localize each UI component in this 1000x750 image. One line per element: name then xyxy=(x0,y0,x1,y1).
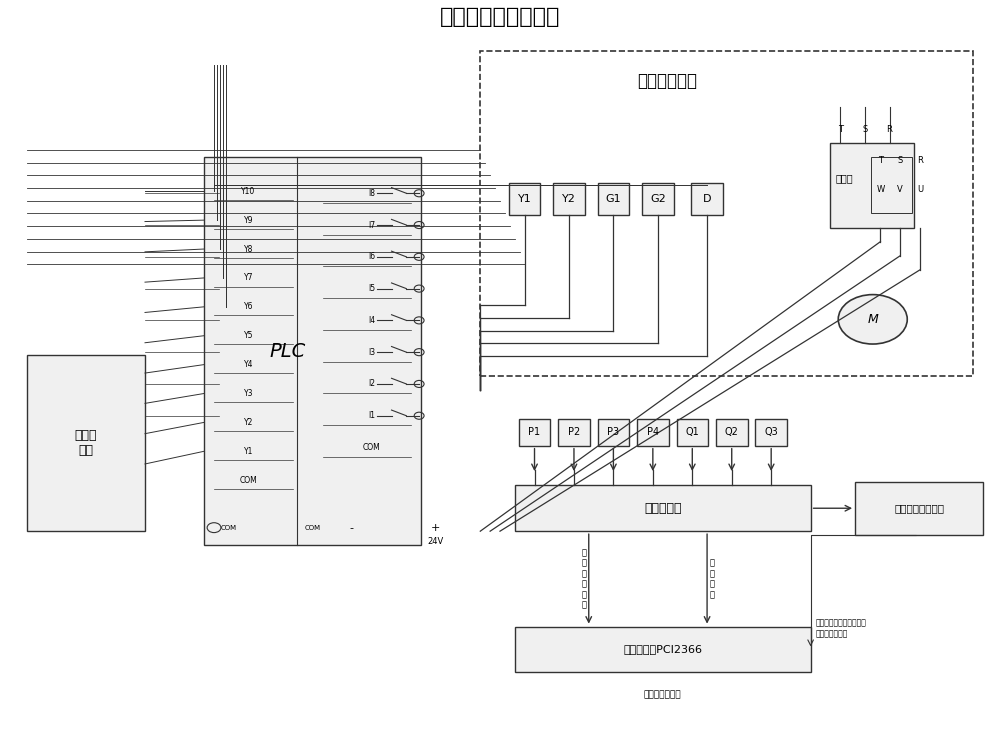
Title: 液压凿岩机测控系统: 液压凿岩机测控系统 xyxy=(440,7,560,27)
Bar xyxy=(204,157,421,545)
Text: D: D xyxy=(703,194,711,204)
Bar xyxy=(519,419,550,446)
Text: S: S xyxy=(898,156,903,165)
Bar xyxy=(691,183,723,215)
Text: 凿岩状态辨识系统: 凿岩状态辨识系统 xyxy=(894,503,944,513)
Text: COM: COM xyxy=(221,525,237,531)
Text: G1: G1 xyxy=(606,194,621,204)
Bar xyxy=(677,419,708,446)
Text: Y2: Y2 xyxy=(562,194,576,204)
Text: Y6: Y6 xyxy=(244,302,253,311)
Text: PLC: PLC xyxy=(269,341,306,361)
Text: COM: COM xyxy=(363,443,381,452)
Bar xyxy=(598,183,629,215)
Bar xyxy=(515,626,811,673)
Text: Y4: Y4 xyxy=(244,360,253,369)
Bar xyxy=(509,183,540,215)
Bar xyxy=(716,419,748,446)
Bar xyxy=(480,51,973,376)
Text: I2: I2 xyxy=(368,380,375,388)
Text: P3: P3 xyxy=(607,427,619,437)
Text: T: T xyxy=(878,156,883,165)
Text: 放大器
模块: 放大器 模块 xyxy=(75,429,97,457)
Text: P2: P2 xyxy=(568,427,580,437)
Text: 压力、流量数据: 压力、流量数据 xyxy=(644,690,682,699)
Circle shape xyxy=(838,295,907,344)
Text: -: - xyxy=(350,523,354,532)
Bar xyxy=(598,419,629,446)
Bar xyxy=(515,485,811,531)
Text: I1: I1 xyxy=(368,411,375,420)
Text: Y8: Y8 xyxy=(244,244,253,254)
Text: V: V xyxy=(897,185,903,194)
Text: S: S xyxy=(862,124,867,134)
Text: Q1: Q1 xyxy=(685,427,699,437)
Bar xyxy=(553,183,585,215)
Text: Y7: Y7 xyxy=(244,274,253,283)
Bar xyxy=(871,157,912,214)
Text: W: W xyxy=(876,185,885,194)
Bar xyxy=(558,419,590,446)
Text: Y9: Y9 xyxy=(244,216,253,225)
Text: I4: I4 xyxy=(368,316,375,325)
Text: I8: I8 xyxy=(368,189,375,198)
Text: T: T xyxy=(838,124,843,134)
Text: 变频器: 变频器 xyxy=(835,173,853,183)
Text: 凿岩控制回路: 凿岩控制回路 xyxy=(638,72,698,90)
Text: COM: COM xyxy=(304,525,320,531)
Text: Q2: Q2 xyxy=(725,427,739,437)
Bar xyxy=(755,419,787,446)
Text: 24V: 24V xyxy=(428,537,444,546)
Text: Y1: Y1 xyxy=(244,447,253,456)
Text: R: R xyxy=(917,156,923,165)
Bar xyxy=(855,482,983,535)
Text: Y3: Y3 xyxy=(244,389,253,398)
Text: 匹配凿岩工作状态，获得
压力、流量设置: 匹配凿岩工作状态，获得 压力、流量设置 xyxy=(816,619,866,638)
Text: 信号处理器: 信号处理器 xyxy=(644,502,681,515)
Text: Q3: Q3 xyxy=(764,427,778,437)
Text: I3: I3 xyxy=(368,348,375,357)
Text: P4: P4 xyxy=(647,427,659,437)
Text: Y5: Y5 xyxy=(244,332,253,340)
Text: I6: I6 xyxy=(368,252,375,261)
Text: U: U xyxy=(917,185,923,194)
Text: Y2: Y2 xyxy=(244,418,253,427)
Bar xyxy=(830,142,914,227)
Text: 模
拟
信
号
放
大: 模 拟 信 号 放 大 xyxy=(581,548,586,609)
Text: 脉
冲
计
数: 脉 冲 计 数 xyxy=(710,559,715,599)
Text: +: + xyxy=(431,523,441,532)
Bar xyxy=(642,183,674,215)
Text: COM: COM xyxy=(240,476,257,484)
Text: G2: G2 xyxy=(650,194,666,204)
Text: R: R xyxy=(887,124,892,134)
Text: I5: I5 xyxy=(368,284,375,293)
Text: Y1: Y1 xyxy=(518,194,532,204)
Bar xyxy=(27,355,145,531)
Text: M: M xyxy=(867,313,878,326)
Text: Y10: Y10 xyxy=(241,187,256,196)
Text: P1: P1 xyxy=(528,427,541,437)
Text: I7: I7 xyxy=(368,220,375,230)
Text: 数据采集卡PCI2366: 数据采集卡PCI2366 xyxy=(623,644,702,655)
Bar xyxy=(637,419,669,446)
